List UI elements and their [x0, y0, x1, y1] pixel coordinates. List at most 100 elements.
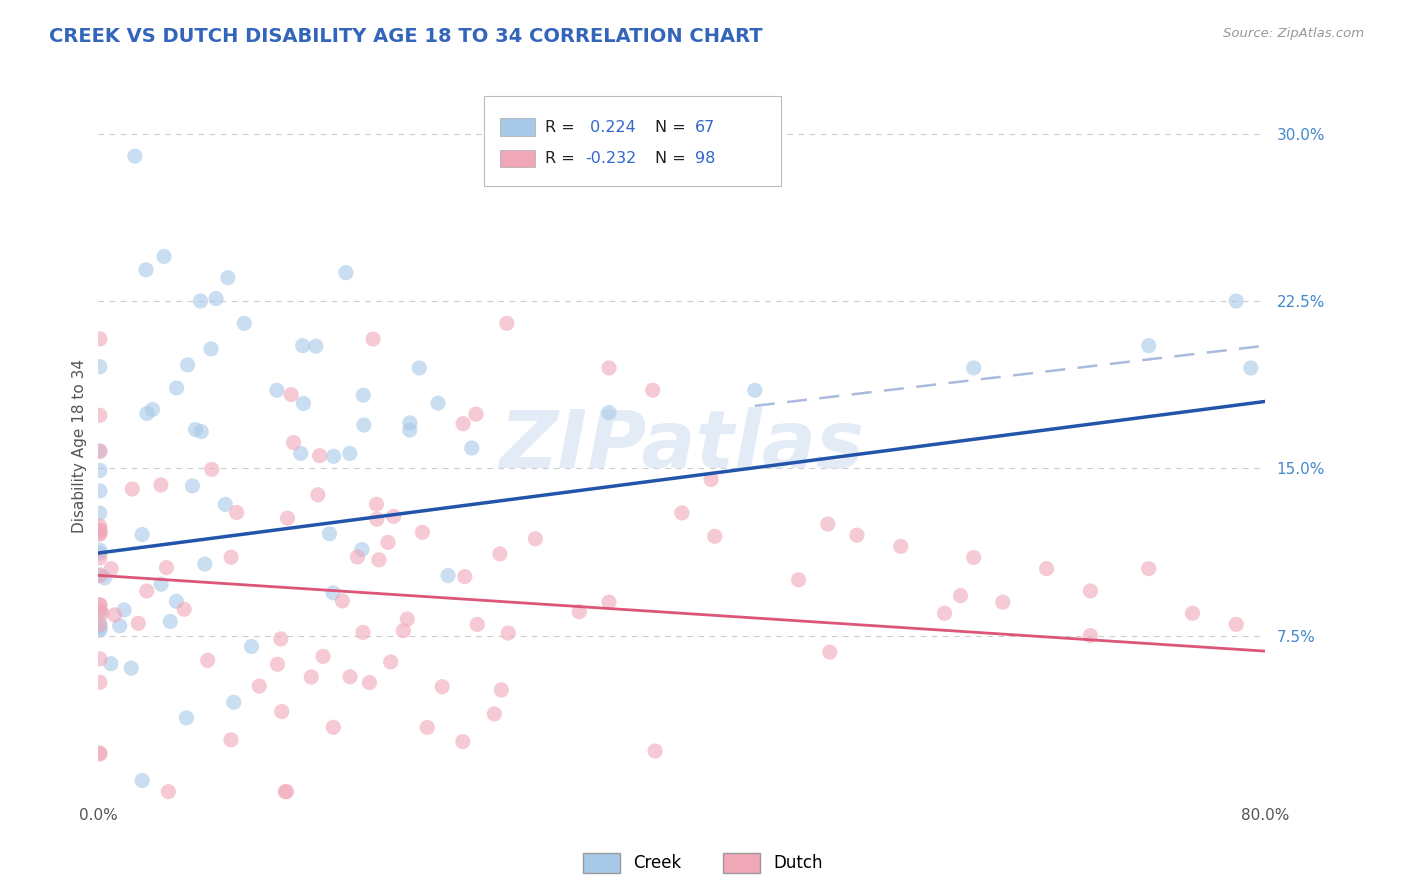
Point — [962, 360, 984, 375]
Point — [89, 623, 111, 637]
Point — [166, 381, 188, 395]
Point — [283, 435, 305, 450]
Point — [240, 640, 263, 654]
Point — [89, 523, 111, 537]
Point — [150, 577, 173, 591]
FancyBboxPatch shape — [501, 150, 534, 167]
Point — [200, 342, 222, 356]
Point — [225, 505, 247, 519]
Point — [451, 734, 474, 748]
Point — [352, 625, 374, 640]
Point — [427, 396, 450, 410]
Point — [949, 589, 972, 603]
Point — [276, 785, 298, 799]
Point — [489, 547, 512, 561]
Point — [131, 527, 153, 541]
Point — [411, 525, 433, 540]
Point — [135, 262, 157, 277]
Text: ZIPatlas: ZIPatlas — [499, 407, 865, 485]
Point — [330, 594, 353, 608]
Point — [89, 605, 111, 619]
Point — [322, 450, 344, 464]
Point — [205, 292, 228, 306]
Point — [1035, 562, 1057, 576]
Point — [194, 557, 217, 571]
Point — [598, 595, 620, 609]
Point — [89, 621, 111, 635]
Point — [451, 417, 474, 431]
Point — [219, 550, 242, 565]
Text: N =: N = — [655, 120, 690, 135]
Point — [89, 359, 111, 374]
Point — [270, 632, 292, 646]
Point — [339, 670, 361, 684]
Point — [190, 293, 212, 308]
Point — [190, 425, 212, 439]
Point — [153, 249, 176, 264]
Point — [266, 383, 288, 397]
Point — [292, 396, 315, 410]
Text: R =: R = — [546, 151, 581, 166]
Point — [89, 598, 111, 612]
Point — [291, 338, 314, 352]
Point — [398, 423, 420, 437]
Point — [846, 528, 869, 542]
Point — [100, 562, 122, 576]
Point — [1240, 360, 1263, 375]
Point — [89, 550, 111, 565]
Point — [124, 149, 146, 163]
Point — [165, 594, 187, 608]
Point — [366, 512, 388, 526]
Text: 98: 98 — [695, 151, 716, 166]
Text: R =: R = — [546, 120, 581, 135]
Point — [352, 388, 374, 402]
Point — [496, 316, 519, 330]
FancyBboxPatch shape — [484, 96, 782, 186]
Point — [100, 657, 122, 671]
Point — [641, 384, 664, 398]
Point — [366, 497, 388, 511]
Point — [359, 675, 381, 690]
Point — [744, 384, 766, 398]
Point — [89, 332, 111, 346]
Point — [465, 407, 488, 421]
Point — [568, 605, 591, 619]
Point — [399, 416, 422, 430]
Point — [141, 402, 163, 417]
Point — [89, 598, 111, 612]
Point — [89, 746, 111, 760]
Point — [305, 339, 328, 353]
Point — [454, 569, 477, 583]
Point — [120, 661, 142, 675]
Point — [524, 532, 547, 546]
Point — [89, 567, 111, 582]
Point — [461, 441, 484, 455]
Point — [1225, 617, 1247, 632]
Point — [89, 444, 111, 458]
Point — [89, 444, 111, 458]
Point — [233, 316, 256, 330]
Point — [299, 670, 322, 684]
Point — [280, 387, 302, 401]
Point — [396, 612, 419, 626]
Point — [817, 516, 839, 531]
Point — [361, 332, 384, 346]
Point — [787, 573, 810, 587]
Point — [219, 732, 242, 747]
Point — [176, 358, 198, 372]
Point — [184, 422, 207, 436]
Point — [335, 266, 357, 280]
Point — [339, 446, 361, 460]
Point — [222, 695, 245, 709]
Point — [247, 679, 270, 693]
Point — [89, 568, 111, 582]
Point — [380, 655, 402, 669]
Point — [644, 744, 666, 758]
Point — [159, 615, 181, 629]
Point — [217, 270, 239, 285]
Point — [201, 462, 224, 476]
Point — [89, 543, 111, 558]
Point — [934, 607, 956, 621]
Text: 67: 67 — [695, 120, 716, 135]
Point — [90, 606, 112, 620]
